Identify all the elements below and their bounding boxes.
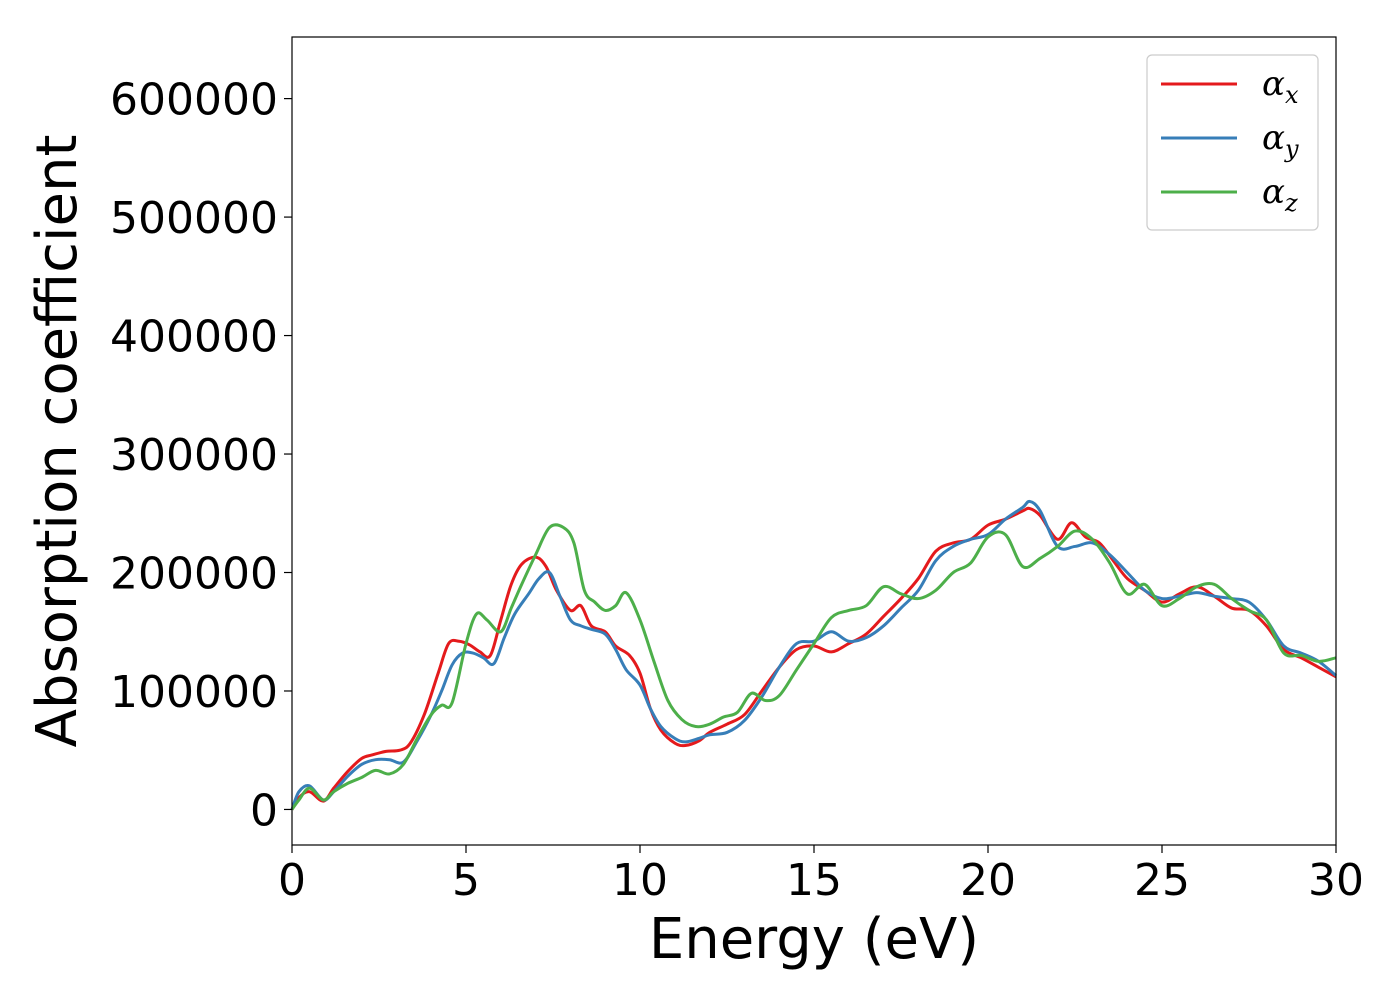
legend-label-y: αy: [1262, 118, 1299, 163]
y-tick-label: 600000: [110, 75, 278, 126]
y-tick-label: 0: [250, 785, 278, 836]
series-line-z: [290, 523, 1337, 811]
y-tick-label: 400000: [110, 312, 278, 363]
x-tick-label: 30: [1308, 855, 1364, 906]
y-tick-label: 100000: [110, 667, 278, 718]
series-line-x: [290, 506, 1337, 811]
y-tick-label: 500000: [110, 193, 278, 244]
x-tick-label: 20: [960, 855, 1016, 906]
x-tick-label: 5: [452, 855, 480, 906]
legend-label-x: αx: [1262, 64, 1299, 109]
y-axis: 0 100000 200000 300000 400000 500000 600000: [110, 75, 292, 836]
x-tick-label: 15: [786, 855, 842, 906]
legend-label-z: αz: [1262, 172, 1298, 217]
x-axis-title: Energy (eV): [649, 907, 979, 972]
legend: αx αy αz: [1146, 54, 1319, 231]
x-tick-label: 25: [1134, 855, 1190, 906]
y-axis-title: Absorption coefficient: [25, 135, 90, 748]
legend-box: [1146, 54, 1319, 231]
series-group: [290, 499, 1337, 811]
y-tick-label: 300000: [110, 430, 278, 481]
legend-items: αx αy αz: [1161, 64, 1299, 217]
x-axis: 0 5 10 15 20 25 30: [278, 845, 1364, 906]
x-tick-label: 10: [612, 855, 668, 906]
series-line-y: [290, 499, 1337, 811]
x-tick-label: 0: [278, 855, 306, 906]
y-tick-label: 200000: [110, 549, 278, 600]
